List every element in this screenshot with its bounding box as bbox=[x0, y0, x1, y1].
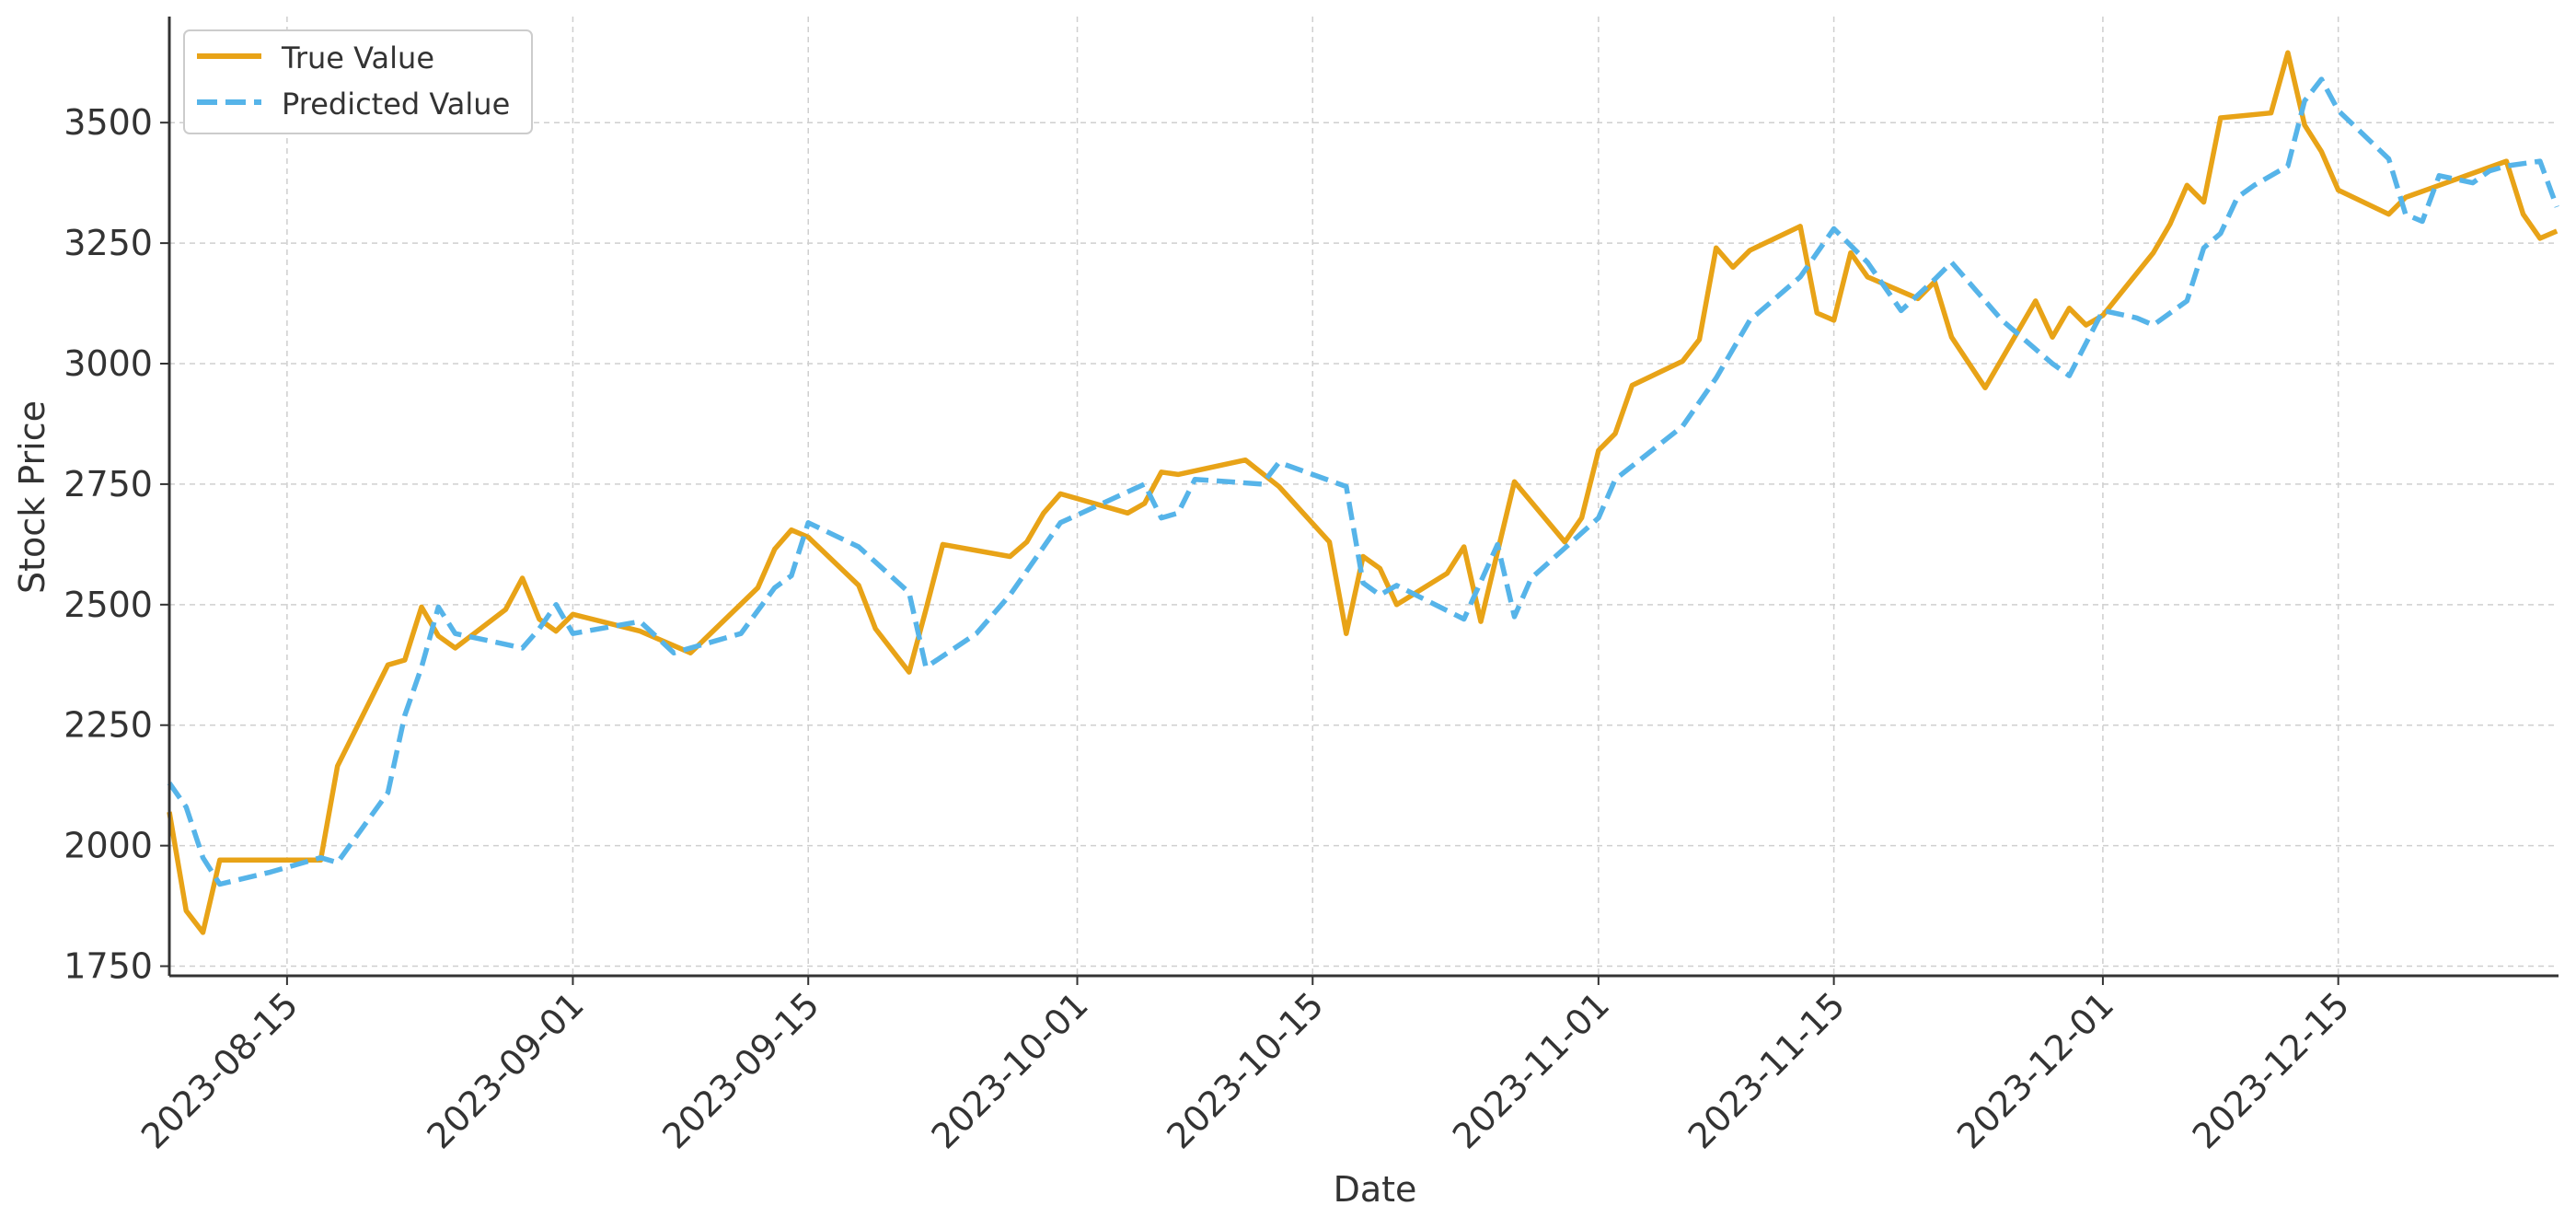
legend-label-predicted-value: Predicted Value bbox=[282, 87, 510, 122]
y-axis-label: Stock Price bbox=[12, 400, 52, 594]
y-tick-label: 3250 bbox=[64, 223, 153, 263]
y-tick-label: 2250 bbox=[64, 705, 153, 746]
y-tick-label: 3500 bbox=[64, 102, 153, 143]
y-tick-label: 2000 bbox=[64, 826, 153, 866]
legend-label-true-value: True Value bbox=[281, 41, 434, 75]
legend: True Value Predicted Value bbox=[183, 29, 533, 134]
y-tick-label: 3000 bbox=[64, 343, 153, 384]
series-layer bbox=[167, 50, 2559, 935]
y-tick-label: 1750 bbox=[64, 946, 153, 987]
axes bbox=[160, 17, 2559, 985]
series-line-predicted-value bbox=[167, 76, 2559, 887]
y-tick-label: 2500 bbox=[64, 585, 153, 625]
y-tick-label: 2750 bbox=[64, 464, 153, 504]
series-line-true-value bbox=[167, 50, 2559, 935]
grid bbox=[169, 17, 2559, 976]
legend-box bbox=[183, 29, 533, 134]
x-axis-label: Date bbox=[1334, 1169, 1417, 1210]
